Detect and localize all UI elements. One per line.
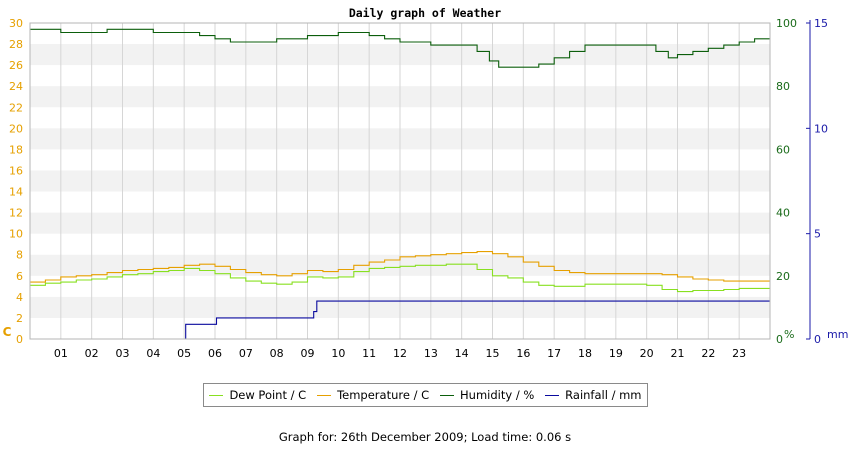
legend-label: Dew Point / C: [229, 388, 307, 402]
x-tick-label: 14: [455, 347, 469, 360]
rainfall-tick-label: 5: [814, 228, 821, 241]
humidity-tick-label: 0: [776, 333, 783, 346]
x-tick-label: 17: [547, 347, 561, 360]
x-tick-label: 19: [609, 347, 623, 360]
left-tick-label: 18: [9, 143, 23, 156]
left-tick-label: 28: [9, 38, 23, 51]
x-tick-label: 03: [116, 347, 130, 360]
left-tick-label: 8: [16, 249, 23, 262]
rainfall-tick-label: 0: [814, 333, 821, 346]
left-tick-label: 6: [16, 270, 23, 283]
left-tick-label: 22: [9, 101, 23, 114]
x-tick-label: 04: [146, 347, 160, 360]
x-tick-label: 09: [301, 347, 315, 360]
x-tick-label: 15: [486, 347, 500, 360]
x-tick-label: 06: [208, 347, 222, 360]
legend-swatch: [317, 394, 332, 396]
x-tick-label: 18: [578, 347, 592, 360]
legend-item: Temperature / C: [317, 388, 429, 402]
x-tick-label: 05: [177, 347, 191, 360]
legend-swatch: [440, 394, 455, 396]
left-tick-label: 14: [9, 186, 23, 199]
legend-label: Humidity / %: [460, 388, 535, 402]
legend-item: Humidity / %: [440, 388, 534, 402]
series-line-temperature: [30, 251, 770, 283]
x-tick-label: 22: [701, 347, 715, 360]
x-tick-label: 02: [85, 347, 99, 360]
x-tick-label: 01: [54, 347, 68, 360]
left-axis-unit: C: [3, 325, 12, 339]
legend-swatch: [209, 394, 224, 396]
legend-item: Rainfall / mm: [545, 388, 642, 402]
chart-title: Daily graph of Weather: [349, 6, 501, 20]
left-tick-label: 20: [9, 122, 23, 135]
left-tick-label: 2: [16, 312, 23, 325]
x-tick-label: 11: [362, 347, 376, 360]
x-tick-label: 12: [393, 347, 407, 360]
humidity-tick-label: 100: [776, 17, 797, 30]
left-tick-label: 12: [9, 207, 23, 220]
rainfall-tick-label: 10: [814, 122, 828, 135]
left-tick-label: 26: [9, 59, 23, 72]
legend-label: Rainfall / mm: [565, 388, 642, 402]
x-tick-label: 16: [516, 347, 530, 360]
grid-lines: [60, 23, 740, 339]
legend-swatch: [545, 394, 560, 396]
x-tick-label: 10: [331, 347, 345, 360]
legend-item: Dew Point / C: [209, 388, 306, 402]
humidity-tick-label: 40: [776, 207, 790, 220]
left-tick-label: 0: [16, 333, 23, 346]
axis-unit-labels: C% mm: [3, 325, 849, 341]
left-tick-label: 16: [9, 164, 23, 177]
series-lines: [30, 28, 770, 340]
x-tick-label: 07: [239, 347, 253, 360]
series-line-humidity: [30, 28, 770, 68]
series-line-dew-point: [30, 263, 770, 293]
left-tick-label: 4: [16, 291, 23, 304]
left-tick-label: 10: [9, 228, 23, 241]
rainfall-axis-unit: mm: [827, 328, 848, 341]
x-axis-ticks: 01 02 03 04 05 06 07 08 09 10 11 12 13 14 15 16 17 18 19 20…: [54, 347, 746, 360]
humidity-tick-label: 80: [776, 80, 790, 93]
left-tick-label: 30: [9, 17, 23, 30]
x-tick-label: 13: [424, 347, 438, 360]
x-tick-label: 23: [732, 347, 746, 360]
humidity-tick-label: 20: [776, 270, 790, 283]
humidity-axis-unit: %: [784, 328, 794, 341]
x-tick-label: 20: [640, 347, 654, 360]
rainfall-tick-label: 15: [814, 17, 828, 30]
plot-frame: [29, 22, 771, 340]
x-tick-label: 21: [671, 347, 685, 360]
x-tick-label: 08: [270, 347, 284, 360]
footer-load-info: Graph for: 26th December 2009; Load time…: [278, 430, 572, 444]
rainfall-axis-ticks: 0 5 10 15: [806, 17, 828, 346]
legend-label: Temperature / C: [337, 388, 430, 402]
left-tick-label: 24: [9, 80, 23, 93]
humidity-axis-ticks: 0 20 40 60 80 100: [776, 17, 797, 346]
legend: Dew Point / C Temperature / C Humidity / %…: [203, 383, 648, 407]
humidity-tick-label: 60: [776, 143, 790, 156]
